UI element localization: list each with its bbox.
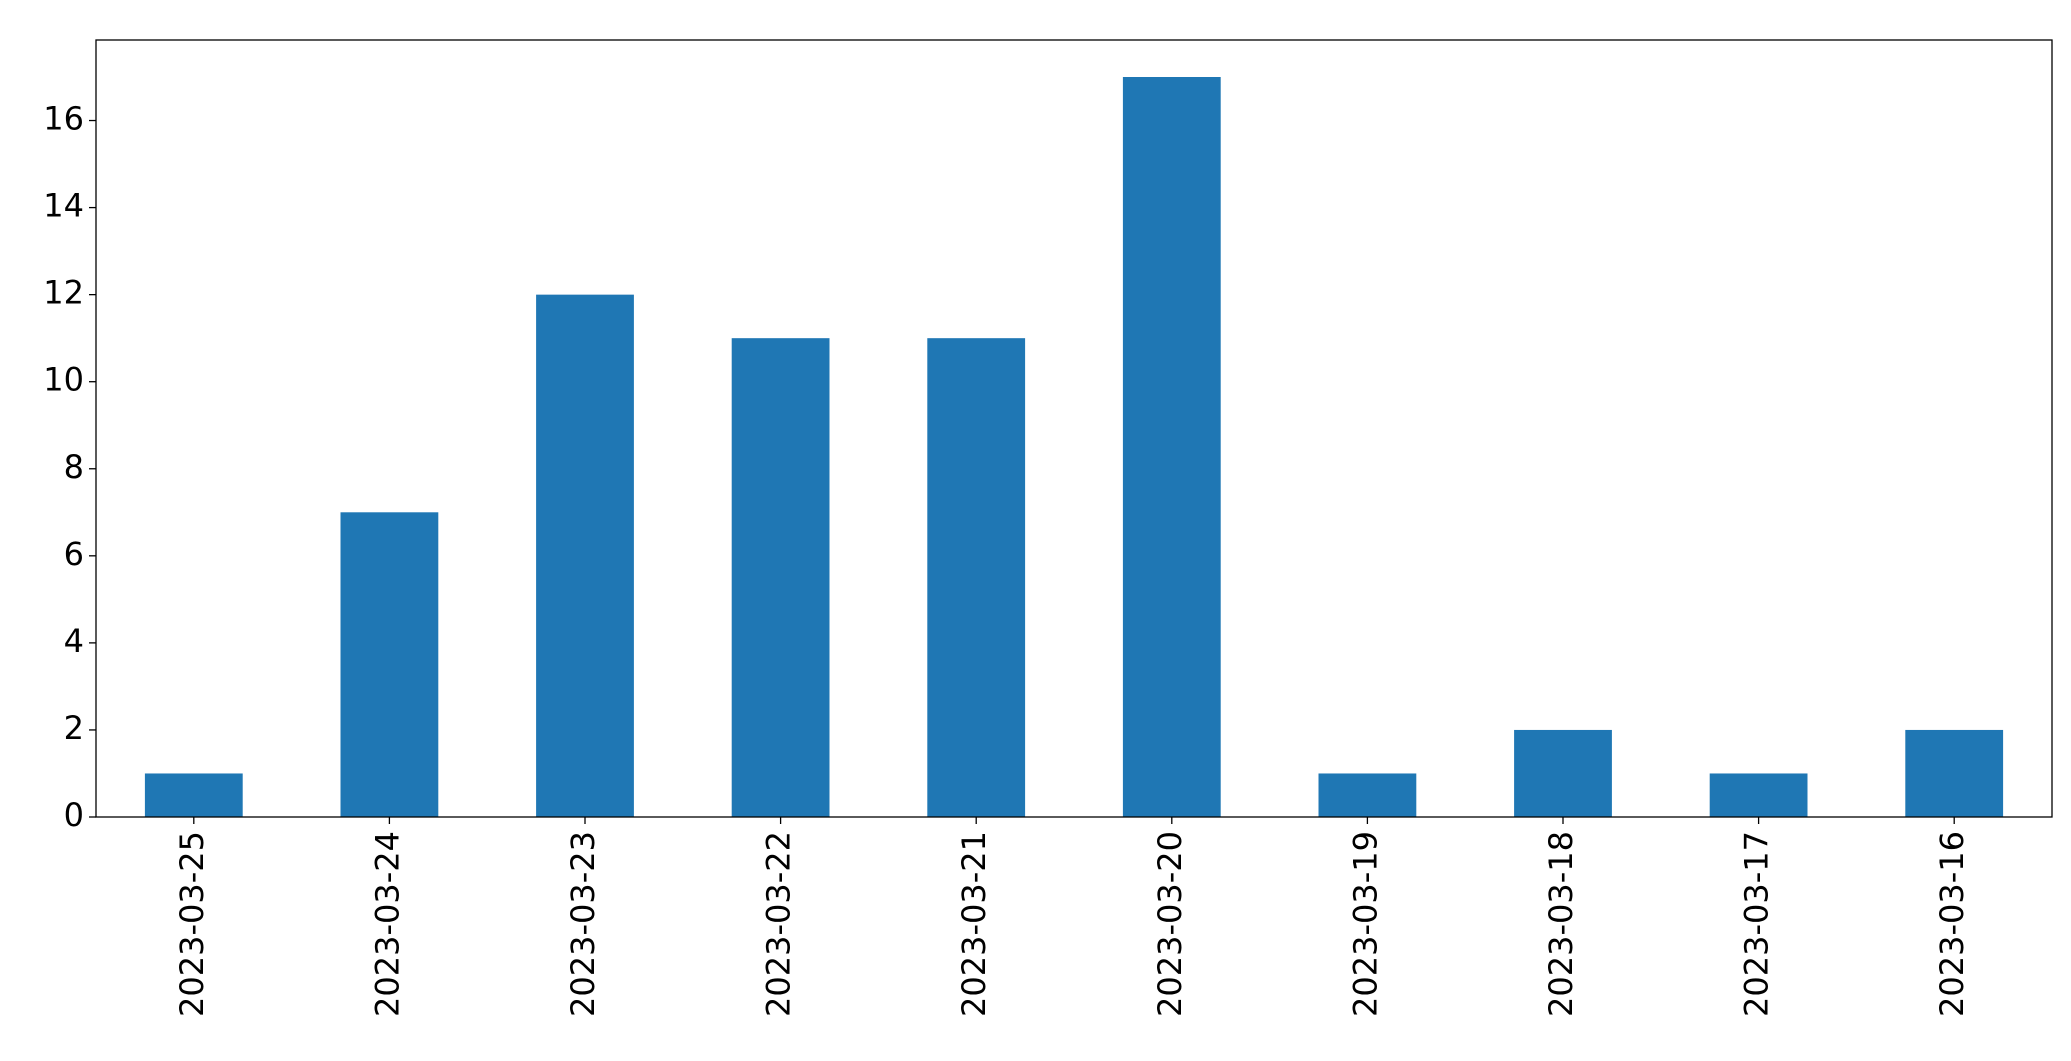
y-tick-label: 2 xyxy=(64,709,84,747)
bar xyxy=(144,773,243,817)
y-tick-label: 8 xyxy=(64,448,84,486)
bar xyxy=(1318,773,1417,817)
y-tick-label: 4 xyxy=(64,622,84,660)
y-tick-label: 14 xyxy=(43,187,84,225)
x-tick-label: 2023-03-24 xyxy=(368,831,406,1017)
bar xyxy=(1122,77,1221,817)
x-tick-label: 2023-03-22 xyxy=(760,831,798,1017)
x-tick-label: 2023-03-18 xyxy=(1542,831,1580,1017)
bar xyxy=(536,294,634,817)
y-tick-label: 0 xyxy=(64,796,84,834)
bar xyxy=(731,338,830,817)
x-tick-label: 2023-03-25 xyxy=(173,831,211,1017)
y-tick-label: 16 xyxy=(43,100,84,138)
plot-frame xyxy=(95,39,2053,818)
x-tick-label: 2023-03-16 xyxy=(1933,831,1971,1017)
x-tick-label: 2023-03-21 xyxy=(955,831,993,1017)
bar xyxy=(1709,773,1808,817)
x-tick-label: 2023-03-20 xyxy=(1151,831,1189,1017)
x-tick-label: 2023-03-23 xyxy=(564,831,602,1017)
bar xyxy=(340,512,439,817)
bar xyxy=(1905,729,2004,817)
y-tick-label: 12 xyxy=(43,274,84,312)
bar xyxy=(1514,729,1612,817)
x-tick-label: 2023-03-19 xyxy=(1346,831,1384,1017)
y-tick-label: 6 xyxy=(64,535,84,573)
y-tick-label: 10 xyxy=(43,361,84,399)
bar xyxy=(927,338,1026,817)
x-tick-label: 2023-03-17 xyxy=(1738,831,1776,1017)
